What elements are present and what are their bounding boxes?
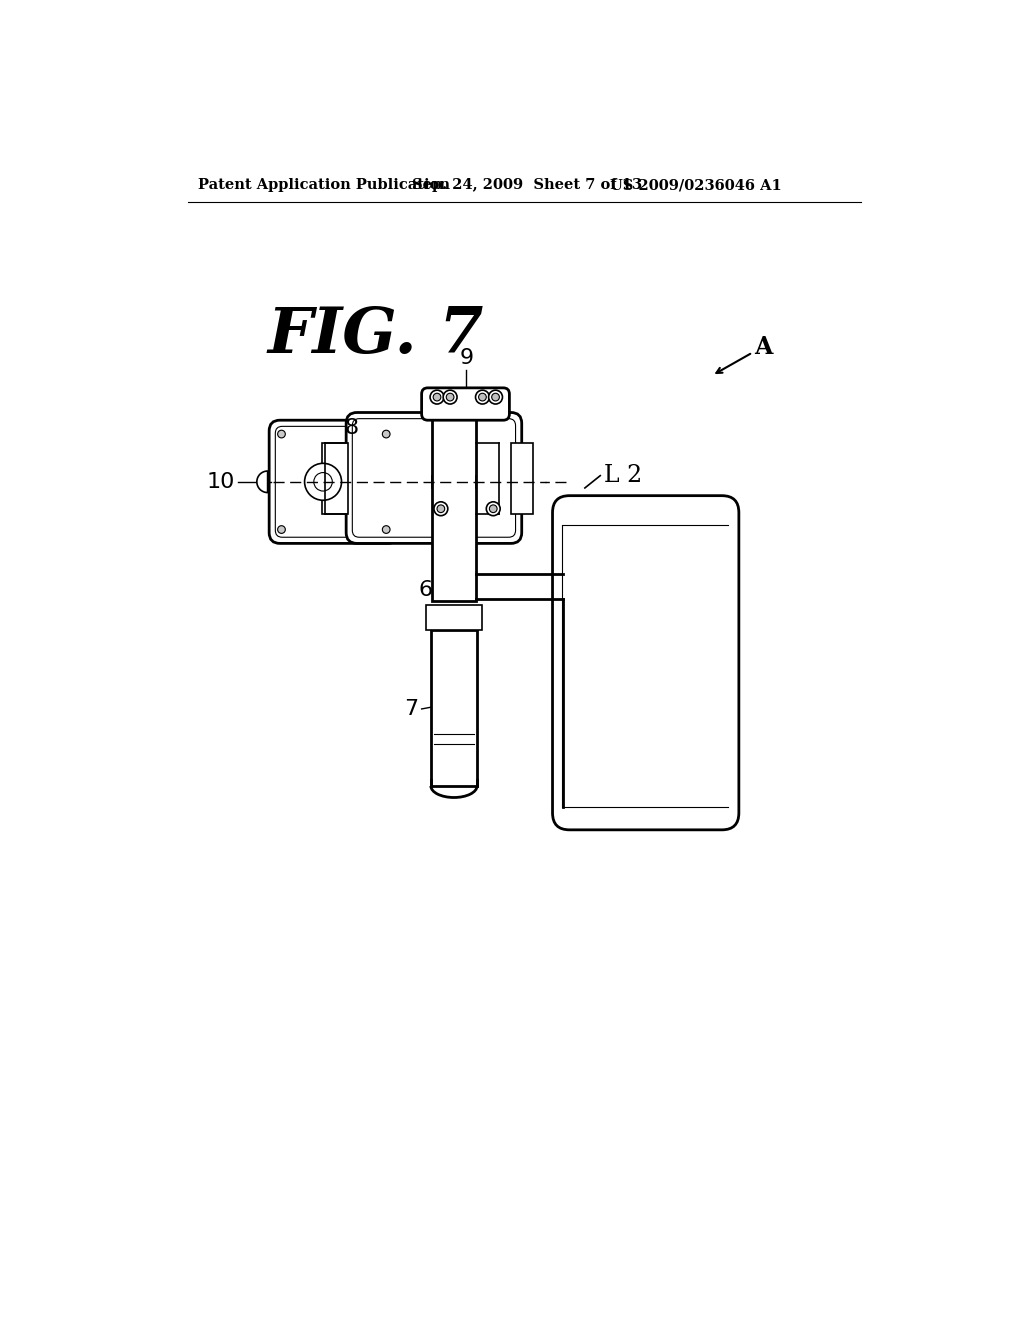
Bar [511,444,532,515]
Circle shape [489,504,497,512]
Text: L 2: L 2 [604,465,642,487]
Circle shape [382,525,390,533]
Circle shape [443,391,457,404]
Circle shape [446,393,454,401]
Circle shape [313,473,333,491]
Circle shape [433,393,441,401]
FancyBboxPatch shape [422,388,509,420]
Text: 9: 9 [459,348,473,368]
Bar [431,630,477,785]
Bar [426,605,481,630]
Text: A: A [755,335,773,359]
Text: US 2009/0236046 A1: US 2009/0236046 A1 [609,178,781,193]
Circle shape [278,430,286,438]
Text: Sep. 24, 2009  Sheet 7 of 13: Sep. 24, 2009 Sheet 7 of 13 [412,178,642,193]
Circle shape [304,463,342,500]
Circle shape [430,391,444,404]
FancyBboxPatch shape [275,426,392,537]
FancyBboxPatch shape [352,418,515,537]
Wedge shape [257,471,267,492]
Text: Patent Application Publication: Patent Application Publication [199,178,451,193]
Circle shape [475,391,489,404]
Text: 8: 8 [344,418,358,438]
Circle shape [486,502,500,516]
Bar [432,416,475,601]
FancyBboxPatch shape [269,420,398,544]
Circle shape [478,393,486,401]
Circle shape [492,393,500,401]
Circle shape [278,525,286,533]
Circle shape [488,391,503,404]
Text: 10: 10 [207,471,236,492]
Circle shape [437,504,444,512]
FancyBboxPatch shape [553,496,739,830]
Text: FIG. 7: FIG. 7 [267,305,484,366]
FancyBboxPatch shape [346,412,521,544]
Circle shape [382,430,390,438]
Text: 6: 6 [418,579,432,599]
Circle shape [434,502,447,516]
Bar [322,444,348,515]
Text: 7: 7 [404,700,419,719]
